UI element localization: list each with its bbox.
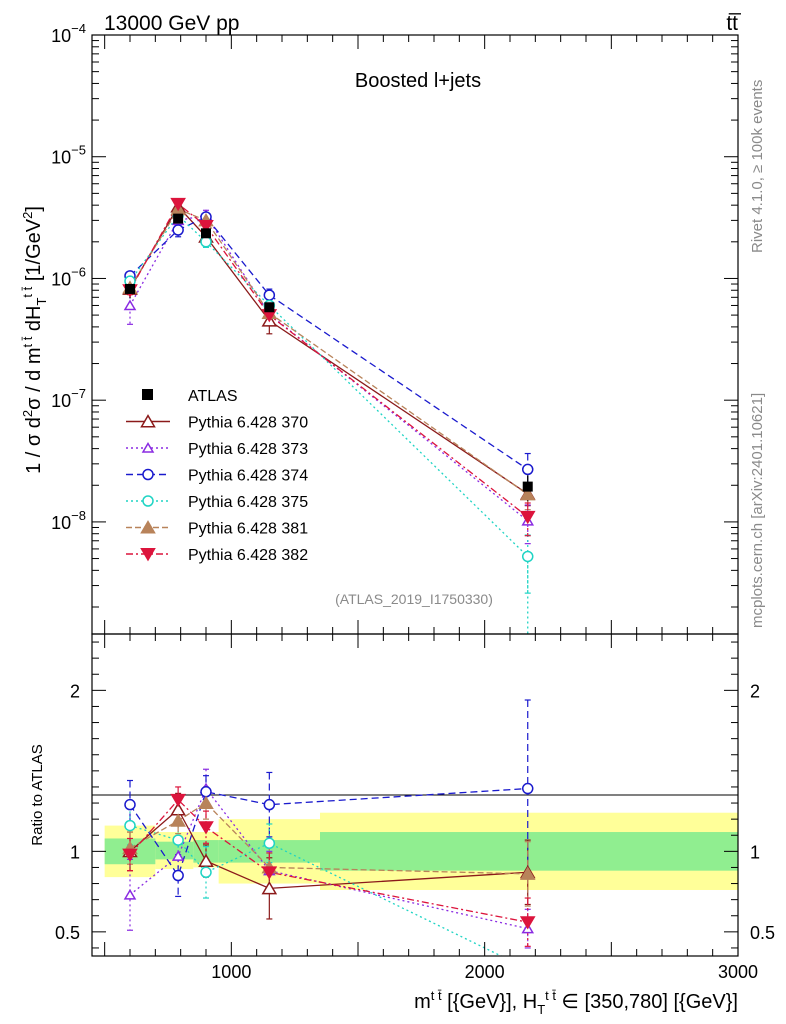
legend-marker (142, 495, 154, 507)
legend-label: Pythia 6.428 375 (188, 494, 308, 511)
ratio-y-tick-label: 2 (70, 681, 80, 701)
ratio-series-layer (122, 699, 536, 957)
analysis-label: (ATLAS_2019_I1750330) (335, 591, 493, 607)
ratio-series-marker (519, 866, 536, 880)
data-point (173, 213, 184, 224)
ratio-series-marker (521, 782, 534, 795)
ratio-series-marker (198, 821, 214, 835)
data-point (125, 283, 135, 294)
ratio-series-marker (263, 798, 276, 811)
main-series-marker (521, 463, 534, 476)
ratio-frame (91, 633, 739, 957)
main-series-marker (200, 236, 212, 248)
main-series-marker (263, 289, 276, 301)
legend-marker (140, 414, 156, 428)
ratio-series-marker (170, 813, 186, 827)
ratio-series-marker (122, 848, 138, 862)
ratio-series-marker (200, 866, 212, 879)
ratio-series-marker (198, 853, 214, 867)
main-y-tick-label: 10−5 (51, 143, 86, 168)
ratio-series-marker (171, 850, 185, 861)
main-y-tick-label: 10−7 (51, 386, 86, 411)
legend-label: Pythia 6.428 374 (188, 468, 308, 485)
ratio-x-tick-label: 1000 (211, 962, 251, 982)
ratio-series-marker (124, 798, 136, 811)
main-series-marker (519, 487, 536, 501)
ratio-series-marker (200, 786, 212, 798)
main-series-marker (123, 299, 137, 311)
ratio-y-tick-label-right: 2 (750, 681, 760, 701)
data-point (264, 302, 275, 313)
main-series-marker (519, 510, 536, 525)
ratio-series-marker (261, 866, 278, 880)
main-series-line (129, 202, 529, 518)
legend-label: Pythia 6.428 370 (188, 415, 308, 432)
main-frame (91, 34, 739, 635)
legend-marker (140, 548, 156, 562)
ratio-series-line (129, 802, 528, 875)
ratio-series-marker (124, 819, 136, 832)
ratio-series-marker (519, 916, 536, 930)
legend: ATLAS Pythia 6.428 370 Pythia 6.428 373 Pyt… (126, 388, 308, 564)
main-y-axis-label: 1 / σ d2σ / d mt t̄ dHTt t̄ [1/GeV2] (20, 206, 49, 474)
ratio-series-line (129, 787, 528, 930)
ratio-y-tick-label-right: 1 (750, 842, 760, 862)
legend-marker (141, 442, 155, 453)
main-y-tick-label: 10−8 (51, 508, 86, 533)
main-series-line (129, 216, 529, 470)
energy-label: 13000 GeV pp (104, 12, 239, 35)
main-series-layer (122, 197, 536, 634)
rivet-version-label: Rivet 4.1.0, ≥ 100k events (749, 80, 766, 253)
ratio-y-tick-label: 0.5 (55, 923, 80, 943)
main-series-marker (170, 197, 186, 212)
main-y-tick-label: 10−4 (51, 21, 86, 46)
ratio-y-tick-label: 1 (70, 842, 80, 862)
legend-marker (142, 468, 154, 481)
data-point (201, 228, 211, 239)
x-axis-label: mt t̄ [{GeV}], HTt t̄ ∈ [350,780] [{GeV}… (414, 988, 738, 1017)
main-series-marker (198, 219, 214, 234)
data-point (522, 481, 533, 492)
ratio-series-line (129, 787, 528, 877)
main-panel: 10−8 10−7 10−6 10−5 10−4 Boosted l+jets (ATL… (20, 21, 739, 635)
legend-marker (140, 520, 156, 534)
ratio-series-marker (172, 869, 184, 882)
ratio-band-stat (320, 832, 738, 871)
ratio-panel: 1000 2000 3000 0.5 0.5 1 1 2 2 Ratio to ATLAS mt… (29, 633, 775, 1017)
ratio-series-marker (172, 834, 184, 846)
legend-data-marker (142, 389, 153, 400)
ratio-x-tick-label: 3000 (718, 962, 758, 982)
ratio-y-axis-label: Ratio to ATLAS (29, 744, 46, 845)
legend-label: Pythia 6.428 381 (188, 521, 308, 538)
ratio-series-marker (123, 888, 137, 900)
main-series-marker (172, 224, 184, 236)
legend-data-label: ATLAS (188, 388, 238, 405)
main-y-tick-label: 10−6 (51, 264, 86, 289)
ratio-series-marker (198, 795, 214, 809)
process-label: tt̅ (726, 12, 742, 35)
main-axes: 10−8 10−7 10−6 10−5 10−4 (51, 21, 739, 634)
main-series-marker (521, 550, 534, 563)
ratio-x-tick-label: 2000 (465, 962, 505, 982)
ratio-y-tick-label-right: 0.5 (750, 923, 775, 943)
main-title: Boosted l+jets (355, 70, 481, 92)
ratio-axes: 1000 2000 3000 0.5 0.5 1 1 2 2 (55, 634, 775, 982)
legend-label: Pythia 6.428 382 (188, 547, 308, 564)
legend-label: Pythia 6.428 373 (188, 441, 308, 458)
ratio-series-marker (261, 881, 278, 895)
ratio-series-marker (170, 793, 186, 808)
mcplots-label: mcplots.cern.ch [arXiv:2401.10621] (749, 393, 766, 628)
ratio-series-marker (263, 837, 276, 850)
